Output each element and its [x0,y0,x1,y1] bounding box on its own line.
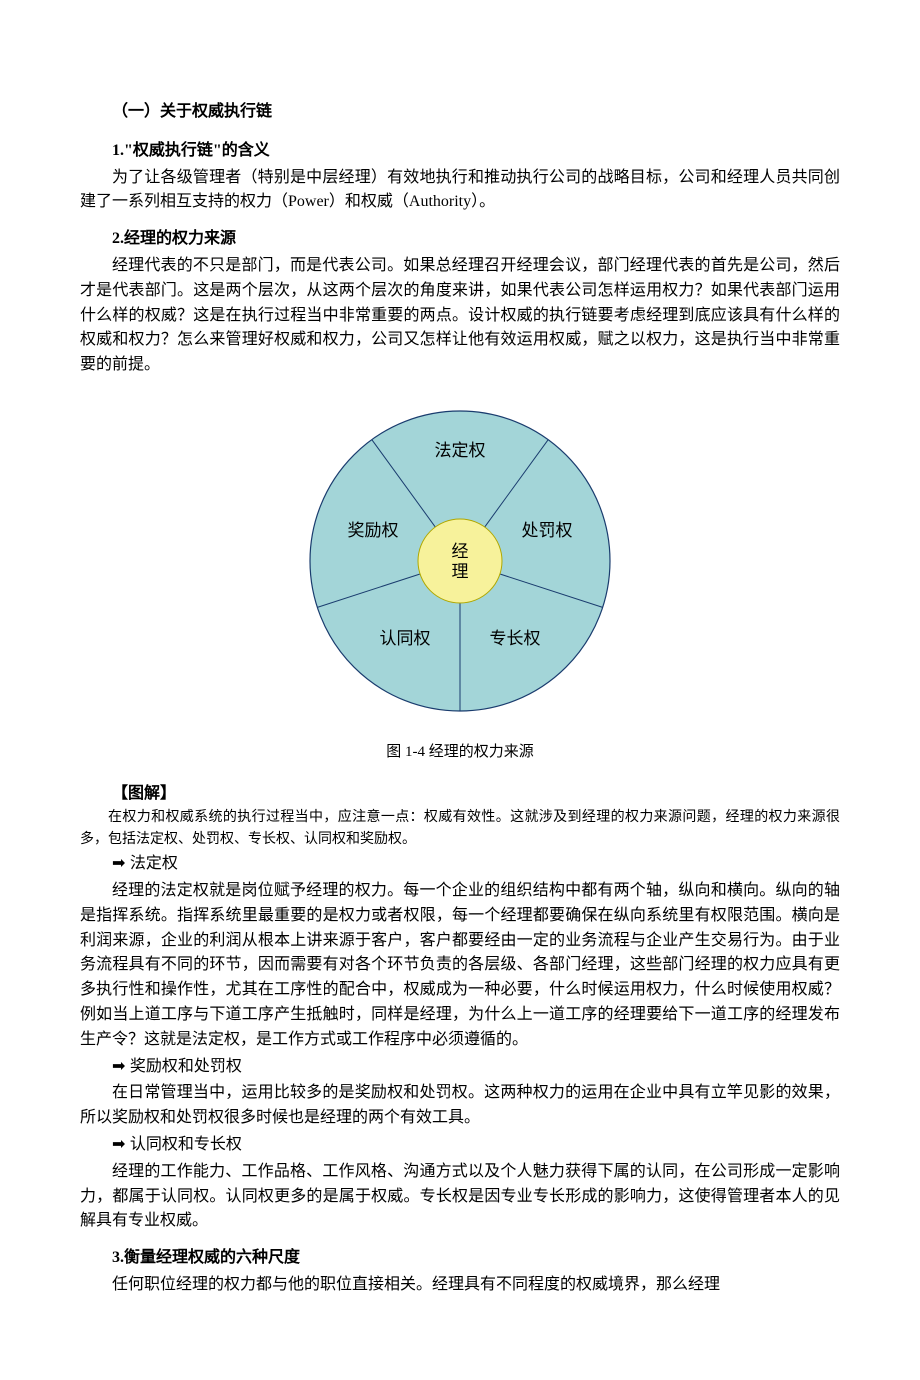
bullet-title-text: 奖励权和处罚权 [130,1058,242,1075]
bullet-list: ➡ 法定权经理的法定权就是岗位赋予经理的权力。每一个企业的组织结构中都有两个轴，… [80,852,840,1234]
subheading-1: 1."权威执行链"的含义 [80,139,840,164]
bullet-title-text: 法定权 [130,855,178,872]
bullet-title: ➡ 奖励权和处罚权 [80,1055,840,1080]
svg-text:处罚权: 处罚权 [522,521,573,540]
svg-text:法定权: 法定权 [435,441,486,460]
figure-caption: 图 1-4 经理的权力来源 [80,741,840,764]
svg-text:认同权: 认同权 [380,629,431,648]
legend-body: 在权力和权威系统的执行过程当中，应注意一点：权威有效性。这就涉及到经理的权力来源… [80,807,840,850]
subheading-2: 2.经理的权力来源 [80,227,840,252]
section-title: （一）关于权威执行链 [80,100,840,125]
paragraph: 为了让各级管理者（特别是中层经理）有效地执行和推动执行公司的战略目标，公司和经理… [80,166,840,216]
svg-text:专长权: 专长权 [490,629,541,648]
arrow-icon: ➡ [112,855,130,872]
subheading-3: 3.衡量经理权威的六种尺度 [80,1246,840,1271]
legend-label: 【图解】 [80,782,840,807]
bullet-body: 经理的法定权就是岗位赋予经理的权力。每一个企业的组织结构中都有两个轴，纵向和横向… [80,879,840,1053]
svg-text:奖励权: 奖励权 [348,521,399,540]
svg-text:经: 经 [452,542,469,561]
bullet-title-text: 认同权和专长权 [130,1136,242,1153]
pie-diagram-svg: 经理 法定权处罚权专长权 认同权 奖励权 [295,396,625,726]
document-page: （一）关于权威执行链 1."权威执行链"的含义 为了让各级管理者（特别是中层经理… [0,0,920,1380]
paragraph: 任何职位经理的权力都与他的职位直接相关。经理具有不同程度的权威境界，那么经理 [80,1273,840,1298]
paragraph: 经理代表的不只是部门，而是代表公司。如果总经理召开经理会议，部门经理代表的首先是… [80,254,840,378]
arrow-icon: ➡ [112,1058,130,1075]
bullet-title: ➡ 法定权 [80,852,840,877]
bullet-body: 在日常管理当中，运用比较多的是奖励权和处罚权。这两种权力的运用在企业中具有立竿见… [80,1081,840,1131]
bullet-body: 经理的工作能力、工作品格、工作风格、沟通方式以及个人魅力获得下属的认同，在公司形… [80,1160,840,1234]
power-source-diagram: 经理 法定权处罚权专长权 认同权 奖励权 [80,396,840,735]
svg-text:理: 理 [452,562,469,581]
bullet-title: ➡ 认同权和专长权 [80,1133,840,1158]
arrow-icon: ➡ [112,1136,130,1153]
